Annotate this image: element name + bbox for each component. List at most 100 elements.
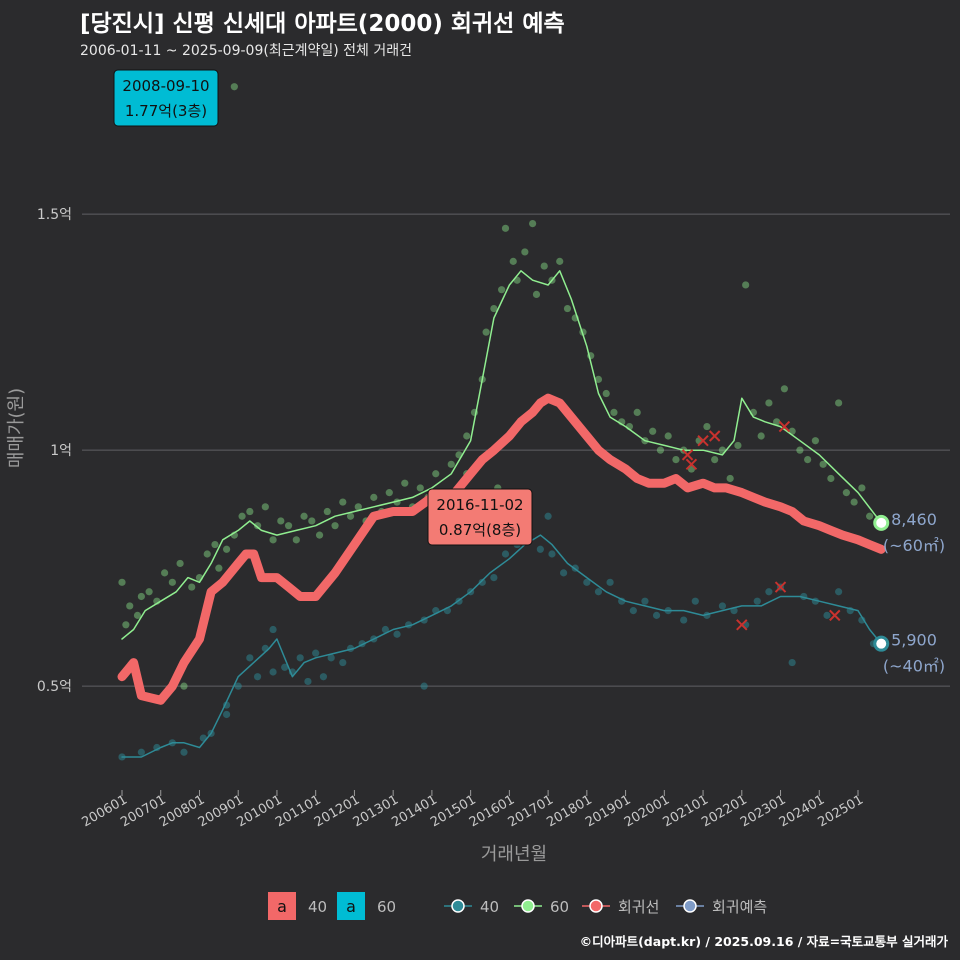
legend-fill-key: a [346, 897, 356, 916]
point-60 [308, 517, 316, 525]
point-60 [203, 550, 211, 558]
annotation-price: 1.77억(3층) [125, 102, 207, 120]
point-60 [176, 559, 184, 568]
point-60 [145, 588, 153, 596]
point-60 [602, 389, 610, 398]
point-60 [866, 512, 874, 520]
point-40 [536, 545, 544, 553]
legend-line-dot [683, 899, 697, 913]
cancelled-mark [681, 449, 694, 461]
end-points: 8,460 (~60㎡) 5,900 (~40㎡) [873, 510, 945, 676]
end-area-40: (~40㎡) [883, 657, 945, 676]
x-axis-title: 거래년월 [481, 844, 547, 865]
legend-line-label: 40 [480, 898, 499, 916]
point-40 [393, 630, 401, 638]
end-point-40 [873, 635, 890, 652]
point-40 [327, 654, 335, 662]
legend-line-label: 회귀선 [618, 898, 659, 916]
point-60 [370, 493, 378, 501]
point-40 [490, 574, 498, 582]
point-60 [447, 460, 455, 468]
point-60 [292, 536, 300, 544]
point-60 [315, 531, 324, 539]
point-60 [122, 621, 130, 629]
point-40 [420, 682, 428, 690]
cancelled-mark [736, 619, 748, 631]
legend: a 40 a 60 40 60 회귀선 회귀예측 [268, 892, 767, 920]
point-40 [548, 550, 556, 558]
point-40 [246, 654, 254, 662]
point-40 [753, 597, 761, 605]
point-60 [811, 437, 819, 445]
y-tick-label: 1.5억 [37, 207, 72, 223]
point-40 [253, 673, 262, 681]
point-60 [780, 385, 789, 393]
point-60 [610, 408, 618, 416]
point-60 [346, 512, 355, 520]
point-40 [501, 550, 510, 558]
point-40 [137, 748, 145, 756]
point-60 [726, 474, 734, 483]
point-60 [222, 545, 231, 553]
point-40 [261, 644, 269, 653]
point-60 [509, 257, 517, 265]
annotation-box [427, 488, 533, 546]
point-60 [253, 522, 262, 530]
point-60 [188, 583, 196, 591]
point-40 [691, 597, 699, 605]
point-60 [501, 224, 510, 232]
point-60 [540, 262, 548, 270]
point-40 [281, 663, 289, 671]
point-40 [641, 597, 649, 605]
point-60 [416, 484, 424, 492]
point-60 [261, 503, 269, 511]
point-40 [835, 588, 843, 596]
legend-fill-swatch [337, 892, 365, 920]
point-60 [711, 456, 719, 464]
point-60 [482, 328, 490, 336]
point-60 [757, 432, 765, 440]
point-60 [211, 540, 219, 549]
point-60 [742, 281, 750, 289]
point-60 [804, 456, 812, 464]
cancelled-mark [708, 430, 721, 442]
point-40 [583, 578, 591, 586]
point-40 [823, 611, 831, 619]
point-60 [331, 522, 339, 530]
cancelled-mark [697, 435, 709, 447]
point-60 [339, 498, 347, 506]
point-60 [703, 422, 711, 431]
point-60 [230, 83, 238, 91]
point-60 [850, 498, 858, 506]
point-40 [296, 654, 304, 662]
annotation-date: 2016-11-02 [436, 496, 523, 514]
point-60 [215, 564, 223, 572]
point-60 [168, 578, 176, 586]
point-60 [672, 456, 680, 464]
point-60 [827, 474, 835, 483]
point-40 [319, 673, 328, 681]
cancelled-mark [685, 458, 698, 471]
point-60 [521, 248, 529, 256]
point-60 [656, 446, 665, 454]
point-60 [556, 257, 564, 265]
y-axis-ticks: 0.5억 1억 1.5억 [37, 207, 72, 695]
point-40 [234, 682, 242, 690]
point-60 [354, 503, 362, 511]
point-40 [381, 625, 390, 634]
point-60 [765, 399, 773, 407]
point-60 [133, 611, 142, 619]
point-60 [835, 399, 843, 407]
point-60 [137, 592, 145, 601]
cancelled-mark [778, 420, 791, 433]
point-60 [300, 512, 308, 520]
grid-lines [82, 213, 950, 687]
point-40 [180, 748, 188, 756]
y-axis-title: 매매가(원) [6, 388, 27, 468]
point-60 [463, 432, 471, 440]
cancelled-marks [681, 420, 841, 631]
end-point-60 [873, 514, 890, 531]
point-40 [304, 677, 312, 686]
legend-line-label: 회귀예측 [712, 898, 767, 916]
